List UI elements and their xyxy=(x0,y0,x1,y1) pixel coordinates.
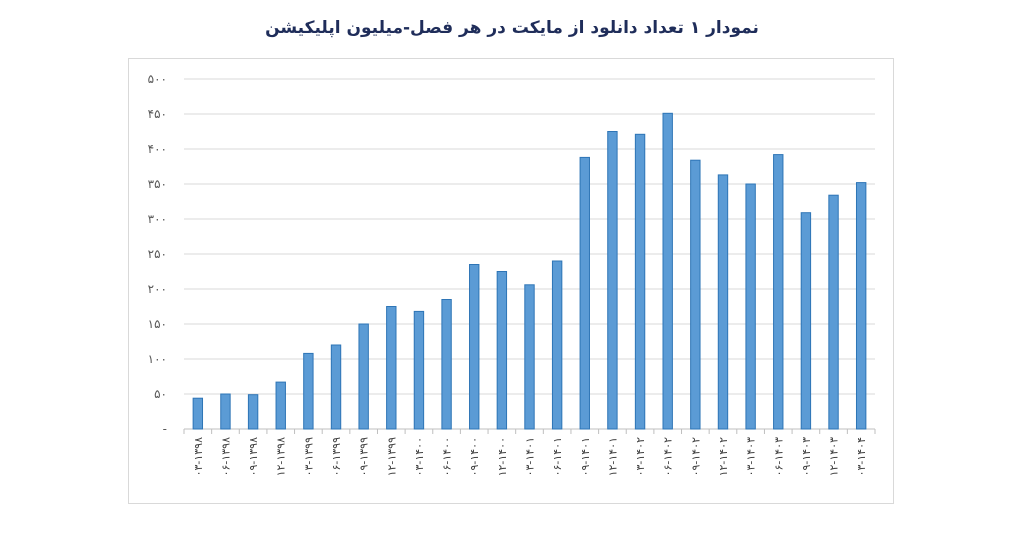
bar xyxy=(247,394,259,430)
x-tick-label: ۰۶-۱۳۹۸ xyxy=(219,437,232,477)
y-axis-ticks: - ۵۰ ۱۰۰ ۱۵۰ ۲۰۰ ۲۵۰ ۳۰۰ ۳۵۰ ۴۰۰ ۴۵۰ ۵۰۰ xyxy=(148,72,167,436)
x-tick-label: ۰۶-۱۳۹۹ xyxy=(330,437,343,477)
bar xyxy=(745,183,756,430)
x-tick-label: ۱۲-۱۴۰۰ xyxy=(496,437,509,476)
bar xyxy=(855,182,867,430)
x-axis xyxy=(183,429,876,434)
x-tick-label: ۱۲-۱۴۰۱ xyxy=(606,437,619,476)
bar xyxy=(330,344,342,430)
bars xyxy=(192,112,867,430)
bar xyxy=(441,299,452,430)
x-tick-label: ۱۲-۱۳۹۹ xyxy=(385,437,398,477)
x-tick-label: ۰۹-۱۴۰۳ xyxy=(800,437,813,477)
bar xyxy=(607,131,618,430)
bar xyxy=(800,212,812,430)
x-tick-label: ۰۳-۱۴۰۳ xyxy=(745,437,758,477)
bar xyxy=(690,159,701,430)
bar xyxy=(551,260,563,430)
x-tick-label: ۱۲-۱۴۰۳ xyxy=(828,437,841,477)
bar xyxy=(496,271,508,430)
bar xyxy=(192,397,204,430)
bar xyxy=(828,194,839,430)
y-tick-label: ۵۰۰ xyxy=(148,72,167,86)
bar xyxy=(413,310,425,430)
y-tick-label: ۱۰۰ xyxy=(148,352,167,366)
x-tick-label: ۰۶-۱۴۰۱ xyxy=(551,437,564,476)
y-tick-label: - xyxy=(163,422,167,436)
y-tick-label: ۵۰ xyxy=(154,387,167,401)
x-tick-label: ۰۳-۱۴۰۱ xyxy=(524,437,537,476)
bar xyxy=(634,133,646,430)
bar xyxy=(275,381,286,430)
x-tick-label: ۰۶-۱۴۰۲ xyxy=(662,437,675,477)
chart-title: نمودار ۱ تعداد دانلود از مایکت در هر فصل… xyxy=(265,18,759,38)
bar xyxy=(469,264,480,430)
chart-frame: - ۵۰ ۱۰۰ ۱۵۰ ۲۰۰ ۲۵۰ ۳۰۰ ۳۵۰ ۴۰۰ ۴۵۰ ۵۰۰ ۰۳-۱۳۹۸ ۰۶… xyxy=(128,58,894,504)
x-tick-label: ۰۹-۱۳۹۸ xyxy=(247,437,260,477)
x-tick-label: ۰۳-۱۳۹۸ xyxy=(192,437,205,477)
x-tick-label: ۰۳-۱۴۰۲ xyxy=(634,437,647,477)
y-tick-label: ۴۵۰ xyxy=(148,107,167,121)
x-tick-label: ۰۹-۱۴۰۱ xyxy=(579,437,592,476)
x-tick-label: ۰۳-۱۴۰۴ xyxy=(855,437,868,477)
x-tick-label: ۰۶-۱۴۰۳ xyxy=(772,437,785,477)
bar-chart: - ۵۰ ۱۰۰ ۱۵۰ ۲۰۰ ۲۵۰ ۳۰۰ ۳۵۰ ۴۰۰ ۴۵۰ ۵۰۰ ۰۳-۱۳۹۸ ۰۶… xyxy=(148,72,876,477)
bar xyxy=(220,393,231,430)
y-tick-label: ۳۰۰ xyxy=(148,212,167,226)
bar xyxy=(773,154,784,430)
bar xyxy=(358,323,369,430)
y-tick-label: ۴۰۰ xyxy=(148,142,167,156)
x-tick-label: ۰۹-۱۴۰۰ xyxy=(468,437,481,476)
x-axis-labels: ۰۳-۱۳۹۸ ۰۶-۱۳۹۸ ۰۹-۱۳۹۸ ۱۲-۱۳۹۸ ۰۳-۱۳۹۹ ۰۶-۱۳… xyxy=(192,437,868,477)
bar xyxy=(662,112,673,430)
y-tick-label: ۳۵۰ xyxy=(148,177,167,191)
bar xyxy=(579,156,590,430)
x-tick-label: ۰۳-۱۴۰۰ xyxy=(413,437,426,476)
x-tick-label: ۰۳-۱۳۹۹ xyxy=(302,437,315,477)
y-tick-label: ۱۵۰ xyxy=(148,317,167,331)
x-tick-label: ۰۹-۱۴۰۲ xyxy=(689,437,702,477)
y-tick-label: ۲۵۰ xyxy=(148,247,167,261)
bar xyxy=(303,352,314,430)
x-tick-label: ۱۲-۱۳۹۸ xyxy=(275,437,288,477)
y-tick-label: ۲۰۰ xyxy=(148,282,167,296)
x-tick-label: ۰۶-۱۴۰۰ xyxy=(441,437,454,476)
bar xyxy=(717,174,729,430)
bar xyxy=(386,306,397,430)
bar xyxy=(524,284,535,430)
x-tick-label: ۱۲-۱۴۰۲ xyxy=(717,437,730,477)
x-tick-label: ۰۹-۱۳۹۹ xyxy=(358,437,371,477)
